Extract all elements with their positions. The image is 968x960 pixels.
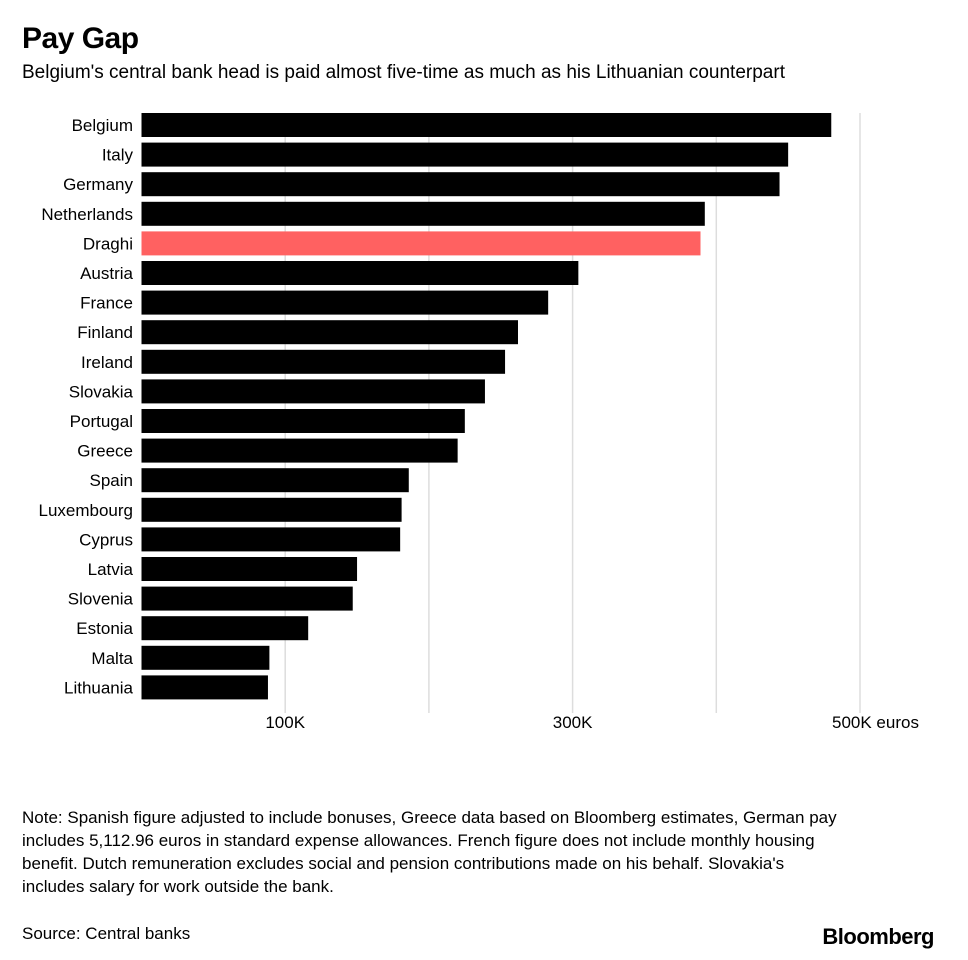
- x-tick-label: 300K: [553, 713, 593, 732]
- bar-finland: [141, 320, 518, 345]
- category-label: Estonia: [76, 619, 133, 638]
- category-label: Netherlands: [41, 205, 133, 224]
- chart-source: Source: Central banks: [22, 924, 191, 943]
- category-label: Slovenia: [68, 590, 134, 609]
- bar-estonia: [141, 616, 309, 641]
- category-label: Cyprus: [79, 530, 133, 549]
- category-label: Ireland: [81, 353, 133, 372]
- category-label: Slovakia: [69, 382, 134, 401]
- category-label: Germany: [63, 175, 133, 194]
- bar-netherlands: [141, 201, 705, 226]
- category-label: Latvia: [88, 560, 134, 579]
- bloomberg-logo: Bloomberg: [822, 924, 934, 949]
- chart-title: Pay Gap: [22, 22, 139, 55]
- category-label: Draghi: [83, 234, 133, 253]
- bar-cyprus: [141, 527, 401, 552]
- bar-chart: Belgium Italy Germany Netherlands Draghi Aust…: [38, 113, 919, 732]
- bar-belgium: [141, 113, 832, 137]
- bar-france: [141, 290, 549, 315]
- bar-spain: [141, 468, 409, 493]
- category-label: Lithuania: [64, 678, 134, 697]
- category-label: France: [80, 294, 133, 313]
- x-tick-label: 500K euros: [832, 713, 919, 732]
- bar-draghi: [141, 231, 701, 256]
- bar-germany: [141, 172, 780, 197]
- bar-lithuania: [141, 675, 268, 700]
- x-tick-label: 100K: [265, 713, 305, 732]
- bar-italy: [141, 142, 789, 167]
- category-label: Portugal: [70, 412, 133, 431]
- category-label: Italy: [102, 146, 134, 165]
- bar-ireland: [141, 349, 506, 374]
- bar-portugal: [141, 409, 465, 433]
- category-label: Spain: [90, 471, 133, 490]
- category-label: Finland: [77, 323, 133, 342]
- category-label: Belgium: [72, 116, 133, 135]
- category-label: Greece: [77, 442, 133, 461]
- bar-greece: [141, 438, 458, 463]
- bar-malta: [141, 645, 270, 670]
- chart-subtitle: Belgium's central bank head is paid almo…: [22, 62, 785, 83]
- bar-austria: [141, 261, 579, 285]
- bar-slovenia: [141, 586, 353, 611]
- bar-latvia: [141, 557, 358, 581]
- chart-note: Note: Spanish figure adjusted to include…: [22, 808, 837, 896]
- category-label: Luxembourg: [38, 501, 133, 520]
- category-label: Austria: [80, 264, 133, 283]
- bar-luxembourg: [141, 497, 402, 522]
- category-label: Malta: [91, 649, 133, 668]
- bar-slovakia: [141, 379, 485, 404]
